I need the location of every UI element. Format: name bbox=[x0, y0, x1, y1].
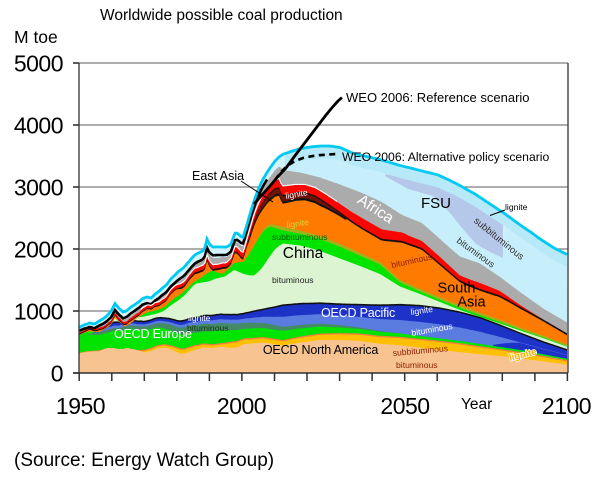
svg-text:WEO 2006: Alternative policy s: WEO 2006: Alternative policy scenario bbox=[342, 150, 550, 164]
svg-text:2050: 2050 bbox=[380, 393, 429, 419]
svg-text:bituminous: bituminous bbox=[396, 360, 438, 370]
svg-text:2000: 2000 bbox=[217, 393, 266, 419]
svg-text:0: 0 bbox=[51, 361, 63, 387]
svg-text:1000: 1000 bbox=[14, 299, 63, 325]
svg-text:5000: 5000 bbox=[14, 51, 63, 77]
svg-text:WEO 2006: Reference scenario: WEO 2006: Reference scenario bbox=[346, 90, 530, 105]
svg-text:East Asia: East Asia bbox=[192, 169, 244, 183]
svg-text:lignite: lignite bbox=[505, 202, 528, 212]
svg-text:OECD North America: OECD North America bbox=[263, 343, 378, 357]
svg-text:lignite: lignite bbox=[410, 304, 434, 317]
svg-text:lignite: lignite bbox=[285, 187, 309, 201]
svg-text:OECD Pacific: OECD Pacific bbox=[321, 306, 395, 320]
svg-text:Worldwide possible coal produc: Worldwide possible coal production bbox=[100, 7, 343, 24]
svg-text:South: South bbox=[438, 281, 476, 297]
svg-text:Asia: Asia bbox=[457, 295, 486, 311]
svg-text:lignite: lignite bbox=[188, 313, 211, 323]
svg-text:bituminous: bituminous bbox=[272, 275, 314, 285]
svg-text:Year: Year bbox=[461, 396, 492, 413]
svg-text:3000: 3000 bbox=[14, 175, 63, 201]
svg-text:2100: 2100 bbox=[542, 393, 591, 419]
svg-text:subbituminous: subbituminous bbox=[392, 343, 448, 358]
svg-text:lignite: lignite bbox=[286, 217, 310, 230]
svg-text:OECD Europe: OECD Europe bbox=[114, 327, 192, 341]
svg-text:FSU: FSU bbox=[421, 195, 451, 212]
svg-text:M toe: M toe bbox=[14, 27, 58, 47]
svg-text:China: China bbox=[283, 245, 324, 262]
svg-text:4000: 4000 bbox=[14, 113, 63, 139]
svg-text:subbituminous: subbituminous bbox=[272, 232, 327, 242]
svg-text:1950: 1950 bbox=[56, 393, 105, 419]
svg-text:2000: 2000 bbox=[14, 237, 63, 263]
svg-text:bituminous: bituminous bbox=[187, 323, 229, 333]
svg-text:(Source: Energy Watch Group): (Source: Energy Watch Group) bbox=[14, 450, 274, 471]
